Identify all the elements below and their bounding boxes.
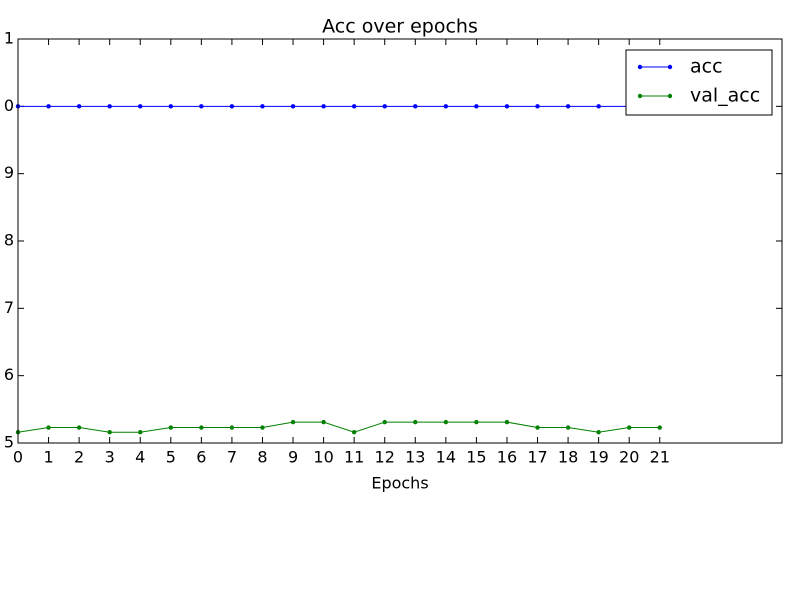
point [168, 104, 173, 109]
point [260, 104, 265, 109]
series [15, 419, 662, 435]
point [413, 104, 418, 109]
y-tick-label: 5 [4, 433, 14, 452]
x-tick-label: 17 [527, 448, 547, 467]
point [199, 104, 204, 109]
point [260, 425, 265, 430]
x-tick-label: 7 [227, 448, 237, 467]
point [321, 104, 326, 109]
x-tick-label: 15 [466, 448, 486, 467]
x-tick-label: 9 [288, 448, 298, 467]
point [535, 425, 540, 430]
x-tick-label: 21 [650, 448, 670, 467]
y-tick-label: 9 [4, 163, 14, 182]
x-tick-label: 0 [13, 448, 23, 467]
point [535, 104, 540, 109]
point [199, 425, 204, 430]
x-tick-label: 18 [558, 448, 578, 467]
legend-label: val_acc [690, 85, 760, 107]
y-tick-label: 0 [4, 96, 14, 115]
x-tick-label: 10 [313, 448, 333, 467]
point [229, 104, 235, 109]
x-tick-label: 6 [196, 448, 206, 467]
line [17, 421, 660, 433]
point [76, 104, 82, 109]
plot-frame [17, 38, 783, 444]
point [474, 104, 479, 109]
point [565, 425, 571, 430]
y-tick-label: 7 [4, 298, 14, 317]
point [565, 104, 571, 109]
y-tick-label: 6 [4, 365, 14, 384]
x-tick-label: 14 [436, 448, 456, 467]
point [413, 419, 418, 425]
point [474, 419, 479, 425]
legend-marker [667, 64, 673, 70]
point [382, 419, 387, 425]
point [168, 425, 173, 430]
point [138, 104, 143, 109]
point [107, 430, 112, 435]
legend-label: acc [690, 56, 723, 78]
x-tick-label: 5 [166, 448, 176, 467]
point [351, 104, 357, 109]
x-tick-label: 1 [43, 448, 53, 467]
x-tick-label: 11 [344, 448, 364, 467]
point [46, 104, 51, 109]
point [321, 419, 326, 425]
point [138, 430, 143, 435]
point [443, 104, 449, 109]
point [290, 104, 296, 109]
x-tick-label: 12 [375, 448, 395, 467]
point [46, 425, 51, 430]
chart-title: Acc over epochs [322, 16, 478, 38]
point [351, 430, 357, 435]
point [596, 430, 601, 435]
point [596, 104, 601, 109]
point [107, 104, 112, 109]
x-tick-label: 19 [588, 448, 608, 467]
point [657, 425, 662, 430]
y-tick-label: 8 [4, 231, 14, 250]
point [504, 104, 510, 109]
x-tick-label: 20 [619, 448, 639, 467]
legend-marker [667, 93, 673, 99]
x-tick-label: 2 [74, 448, 84, 467]
point [443, 419, 449, 425]
x-tick-label: 4 [135, 448, 145, 467]
point [504, 419, 510, 425]
x-tick-label: 3 [105, 448, 115, 467]
x-tick-label: 8 [257, 448, 267, 467]
legend-box [625, 49, 773, 116]
x-tick-label: 16 [497, 448, 517, 467]
legend-marker [637, 64, 643, 70]
legend-marker [637, 93, 643, 99]
point [229, 425, 235, 430]
point [627, 425, 632, 430]
point [290, 419, 296, 425]
point [382, 104, 387, 109]
series [15, 104, 662, 109]
x-tick-label: 13 [405, 448, 425, 467]
y-tick-label: 1 [4, 29, 14, 48]
point [76, 425, 82, 430]
x-axis-label: Epochs [371, 474, 428, 493]
